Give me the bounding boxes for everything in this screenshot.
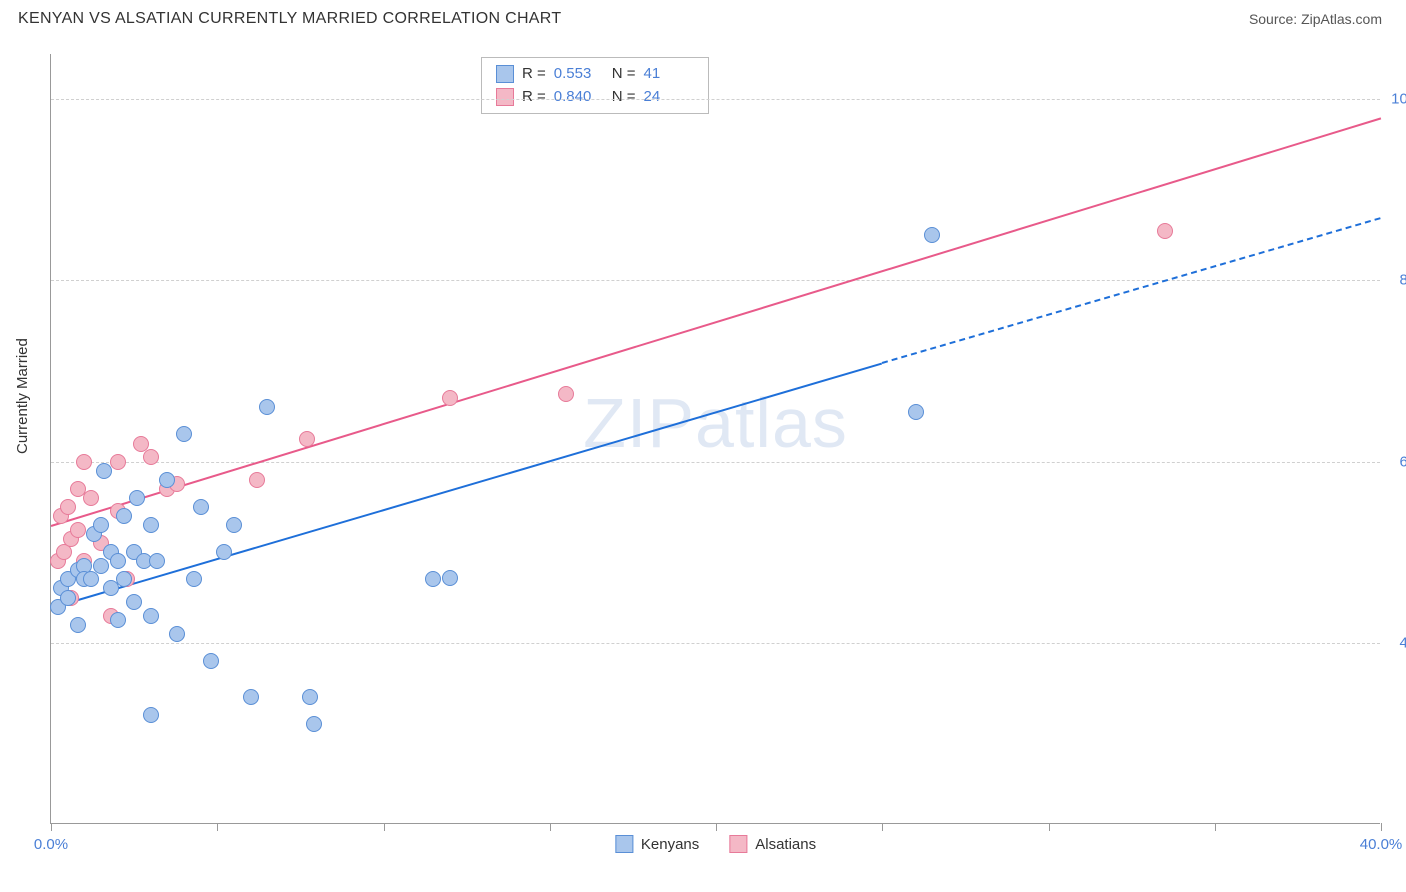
data-point-kenyans	[143, 707, 159, 723]
trend-line-dashed	[882, 217, 1381, 364]
legend-label-kenyans: Kenyans	[641, 836, 699, 853]
x-tick	[51, 823, 52, 831]
data-point-kenyans	[70, 617, 86, 633]
data-point-kenyans	[226, 517, 242, 533]
data-point-kenyans	[908, 404, 924, 420]
x-tick	[1215, 823, 1216, 831]
data-point-kenyans	[203, 653, 219, 669]
data-point-kenyans	[924, 227, 940, 243]
data-point-kenyans	[159, 472, 175, 488]
data-point-kenyans	[116, 508, 132, 524]
data-point-kenyans	[186, 571, 202, 587]
data-point-kenyans	[93, 558, 109, 574]
plot-area: ZIPatlas R = 0.553 N = 41 R = 0.840 N = …	[50, 54, 1380, 824]
legend-label-alsatians: Alsatians	[755, 836, 816, 853]
x-tick	[550, 823, 551, 831]
y-tick-label: 40.0%	[1399, 634, 1406, 651]
data-point-kenyans	[110, 612, 126, 628]
data-point-kenyans	[93, 517, 109, 533]
x-tick	[882, 823, 883, 831]
y-axis-title: Currently Married	[14, 338, 31, 454]
chart-container: Currently Married ZIPatlas R = 0.553 N =…	[0, 34, 1406, 884]
data-point-kenyans	[259, 399, 275, 415]
x-tick	[716, 823, 717, 831]
x-tick	[384, 823, 385, 831]
data-point-alsatians	[110, 454, 126, 470]
data-point-kenyans	[60, 590, 76, 606]
data-point-alsatians	[299, 431, 315, 447]
data-point-alsatians	[249, 472, 265, 488]
data-point-kenyans	[116, 571, 132, 587]
data-point-alsatians	[76, 454, 92, 470]
data-point-kenyans	[143, 608, 159, 624]
data-point-alsatians	[83, 490, 99, 506]
data-point-alsatians	[70, 522, 86, 538]
n-value-2: 24	[644, 86, 694, 109]
data-point-alsatians	[143, 449, 159, 465]
grid-line	[51, 99, 1380, 100]
x-tick	[1049, 823, 1050, 831]
stats-box: R = 0.553 N = 41 R = 0.840 N = 24	[481, 57, 709, 114]
data-point-kenyans	[149, 553, 165, 569]
source-label: Source: ZipAtlas.com	[1249, 11, 1382, 27]
r-value-1: 0.553	[554, 63, 604, 86]
legend-swatch-alsatians	[729, 835, 747, 853]
data-point-alsatians	[1157, 223, 1173, 239]
watermark: ZIPatlas	[583, 383, 848, 463]
data-point-kenyans	[302, 689, 318, 705]
n-value-1: 41	[644, 63, 694, 86]
data-point-kenyans	[96, 463, 112, 479]
data-point-kenyans	[425, 571, 441, 587]
data-point-kenyans	[110, 553, 126, 569]
data-point-kenyans	[442, 570, 458, 586]
data-point-alsatians	[442, 390, 458, 406]
grid-line	[51, 462, 1380, 463]
y-tick-label: 80.0%	[1399, 272, 1406, 289]
data-point-kenyans	[143, 517, 159, 533]
legend-item-alsatians: Alsatians	[729, 835, 816, 853]
chart-title: KENYAN VS ALSATIAN CURRENTLY MARRIED COR…	[18, 10, 561, 28]
x-tick	[217, 823, 218, 831]
legend-item-kenyans: Kenyans	[615, 835, 699, 853]
r-value-2: 0.840	[554, 86, 604, 109]
data-point-alsatians	[60, 499, 76, 515]
legend-swatch-kenyans	[615, 835, 633, 853]
data-point-kenyans	[193, 499, 209, 515]
swatch-alsatians	[496, 88, 514, 106]
grid-line	[51, 280, 1380, 281]
stats-row-1: R = 0.553 N = 41	[496, 63, 694, 86]
data-point-kenyans	[83, 571, 99, 587]
x-tick-label: 40.0%	[1360, 836, 1403, 853]
y-tick-label: 60.0%	[1399, 453, 1406, 470]
swatch-kenyans	[496, 65, 514, 83]
data-point-kenyans	[126, 594, 142, 610]
grid-line	[51, 643, 1380, 644]
x-tick-label: 0.0%	[34, 836, 68, 853]
stats-row-2: R = 0.840 N = 24	[496, 86, 694, 109]
y-tick-label: 100.0%	[1391, 91, 1406, 108]
x-tick	[1381, 823, 1382, 831]
data-point-kenyans	[129, 490, 145, 506]
trend-line	[51, 117, 1382, 527]
data-point-kenyans	[306, 716, 322, 732]
bottom-legend: Kenyans Alsatians	[615, 835, 816, 853]
data-point-kenyans	[216, 544, 232, 560]
data-point-kenyans	[176, 426, 192, 442]
data-point-kenyans	[169, 626, 185, 642]
data-point-kenyans	[243, 689, 259, 705]
data-point-alsatians	[558, 386, 574, 402]
